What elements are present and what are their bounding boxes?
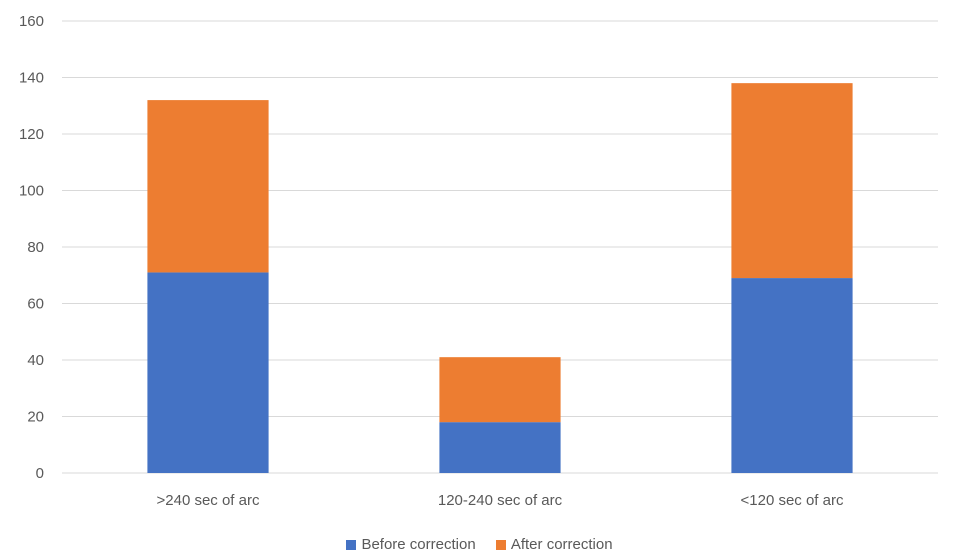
y-tick-label-60: 60 (27, 296, 44, 313)
x-tick-label-1: 120-240 sec of arc (438, 492, 563, 509)
legend-item-before-correction: Before correction (346, 536, 476, 553)
y-tick-label-40: 40 (27, 352, 44, 369)
y-tick-label-80: 80 (27, 239, 44, 256)
y-tick-label-20: 20 (27, 409, 44, 426)
y-tick-label-140: 140 (19, 70, 44, 87)
bar-after-correction-1 (439, 357, 561, 423)
legend-swatch-before-correction (346, 539, 357, 550)
bar-after-correction-2 (731, 83, 853, 279)
legend-label-before-correction: Before correction (361, 536, 476, 553)
y-tick-label-160: 160 (19, 13, 44, 30)
legend-label-after-correction: After correction (510, 536, 613, 553)
x-tick-label-0: >240 sec of arc (157, 492, 260, 509)
bar-before-correction-1 (439, 422, 561, 473)
legend-item-after-correction: After correction (495, 536, 613, 553)
bar-before-correction-2 (731, 278, 853, 473)
bar-after-correction-0 (147, 100, 269, 273)
y-tick-label-120: 120 (19, 126, 44, 143)
y-tick-label-0: 0 (36, 465, 44, 482)
x-tick-label-2: <120 sec of arc (741, 492, 844, 509)
bar-before-correction-0 (147, 272, 269, 473)
legend: Before correction After correction (0, 536, 959, 554)
legend-swatch-after-correction (495, 539, 506, 550)
y-tick-label-100: 100 (19, 183, 44, 200)
